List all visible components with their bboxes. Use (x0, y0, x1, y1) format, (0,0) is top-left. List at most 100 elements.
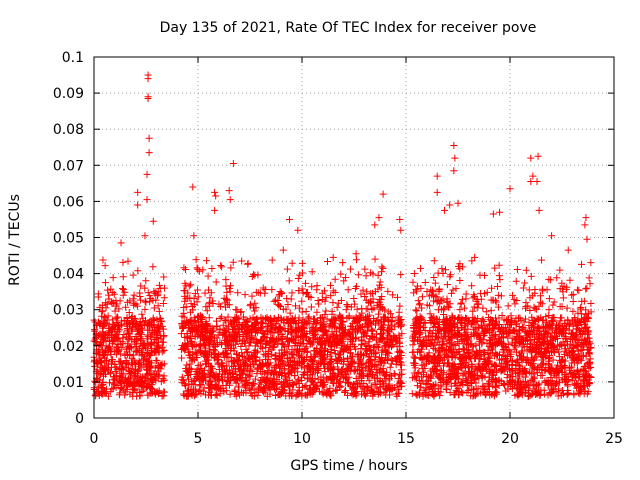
data-point (106, 345, 114, 353)
data-point (347, 265, 355, 273)
data-point (340, 277, 348, 285)
data-point (211, 188, 219, 196)
data-point (328, 328, 336, 336)
data-point (97, 339, 105, 347)
data-point (103, 300, 111, 308)
data-point (321, 368, 329, 376)
data-point (129, 351, 137, 359)
data-point (252, 288, 260, 296)
data-point (105, 329, 113, 337)
data-point (122, 303, 130, 311)
data-point (153, 344, 161, 352)
data-point (151, 364, 159, 372)
data-point (194, 293, 202, 301)
data-point (391, 371, 399, 379)
data-point (280, 341, 288, 349)
data-point (186, 318, 194, 326)
data-point (393, 381, 401, 389)
data-point (194, 265, 202, 273)
data-point (203, 257, 211, 265)
data-point (564, 246, 572, 254)
data-point (181, 382, 189, 390)
data-point (101, 389, 109, 397)
data-point (129, 320, 137, 328)
data-point (216, 315, 224, 323)
data-point (265, 328, 273, 336)
data-point (527, 272, 535, 280)
data-point (196, 340, 204, 348)
data-point (127, 365, 135, 373)
data-point (421, 278, 429, 286)
data-point (308, 283, 316, 291)
data-point (101, 279, 109, 287)
data-point (294, 226, 302, 234)
data-point (152, 334, 160, 342)
data-point (343, 300, 351, 308)
data-point (285, 342, 293, 350)
data-point (368, 326, 376, 334)
data-point (489, 210, 497, 218)
data-point (101, 262, 109, 270)
data-point (373, 301, 381, 309)
data-point (285, 383, 293, 391)
data-point (150, 304, 158, 312)
data-point (124, 375, 132, 383)
data-point (193, 322, 201, 330)
data-point (141, 305, 149, 313)
data-point (361, 339, 369, 347)
data-point (110, 290, 118, 298)
data-point (563, 304, 571, 312)
data-point (222, 387, 230, 395)
data-point (147, 375, 155, 383)
data-point (451, 390, 459, 398)
data-point (376, 281, 384, 289)
data-point (558, 302, 566, 310)
data-point (492, 383, 500, 391)
data-point (160, 273, 168, 281)
data-point (513, 265, 521, 273)
data-point (396, 302, 404, 310)
data-point (158, 322, 166, 330)
data-point (136, 293, 144, 301)
data-point (187, 281, 195, 289)
data-point (229, 159, 237, 167)
data-point (212, 278, 220, 286)
data-point (245, 371, 253, 379)
data-point (104, 312, 112, 320)
data-point (208, 363, 216, 371)
data-point (531, 285, 539, 293)
data-point (212, 317, 220, 325)
x-tick-label: 0 (90, 431, 99, 447)
data-point (151, 335, 159, 343)
data-point (295, 314, 303, 322)
data-point (137, 378, 145, 386)
data-point (398, 330, 406, 338)
data-point (178, 354, 186, 362)
data-point (288, 392, 296, 400)
data-point (201, 289, 209, 297)
data-point (284, 301, 292, 309)
data-point (160, 372, 168, 380)
data-point (397, 226, 405, 234)
data-point (363, 288, 371, 296)
data-point (270, 297, 278, 305)
data-point (147, 362, 155, 370)
data-point (582, 285, 590, 293)
y-tick-label: 0.1 (62, 50, 84, 66)
data-point (150, 388, 158, 396)
data-point (256, 289, 264, 297)
data-point (218, 313, 226, 321)
data-point (95, 387, 103, 395)
data-point (286, 317, 294, 325)
data-point (148, 339, 156, 347)
data-point (329, 299, 337, 307)
data-point (367, 269, 375, 277)
data-point (535, 206, 543, 214)
data-point (145, 134, 153, 142)
data-point (494, 282, 502, 290)
data-point (135, 324, 143, 332)
data-point (234, 289, 242, 297)
data-point (158, 348, 166, 356)
data-point (438, 265, 446, 273)
data-point (160, 346, 168, 354)
